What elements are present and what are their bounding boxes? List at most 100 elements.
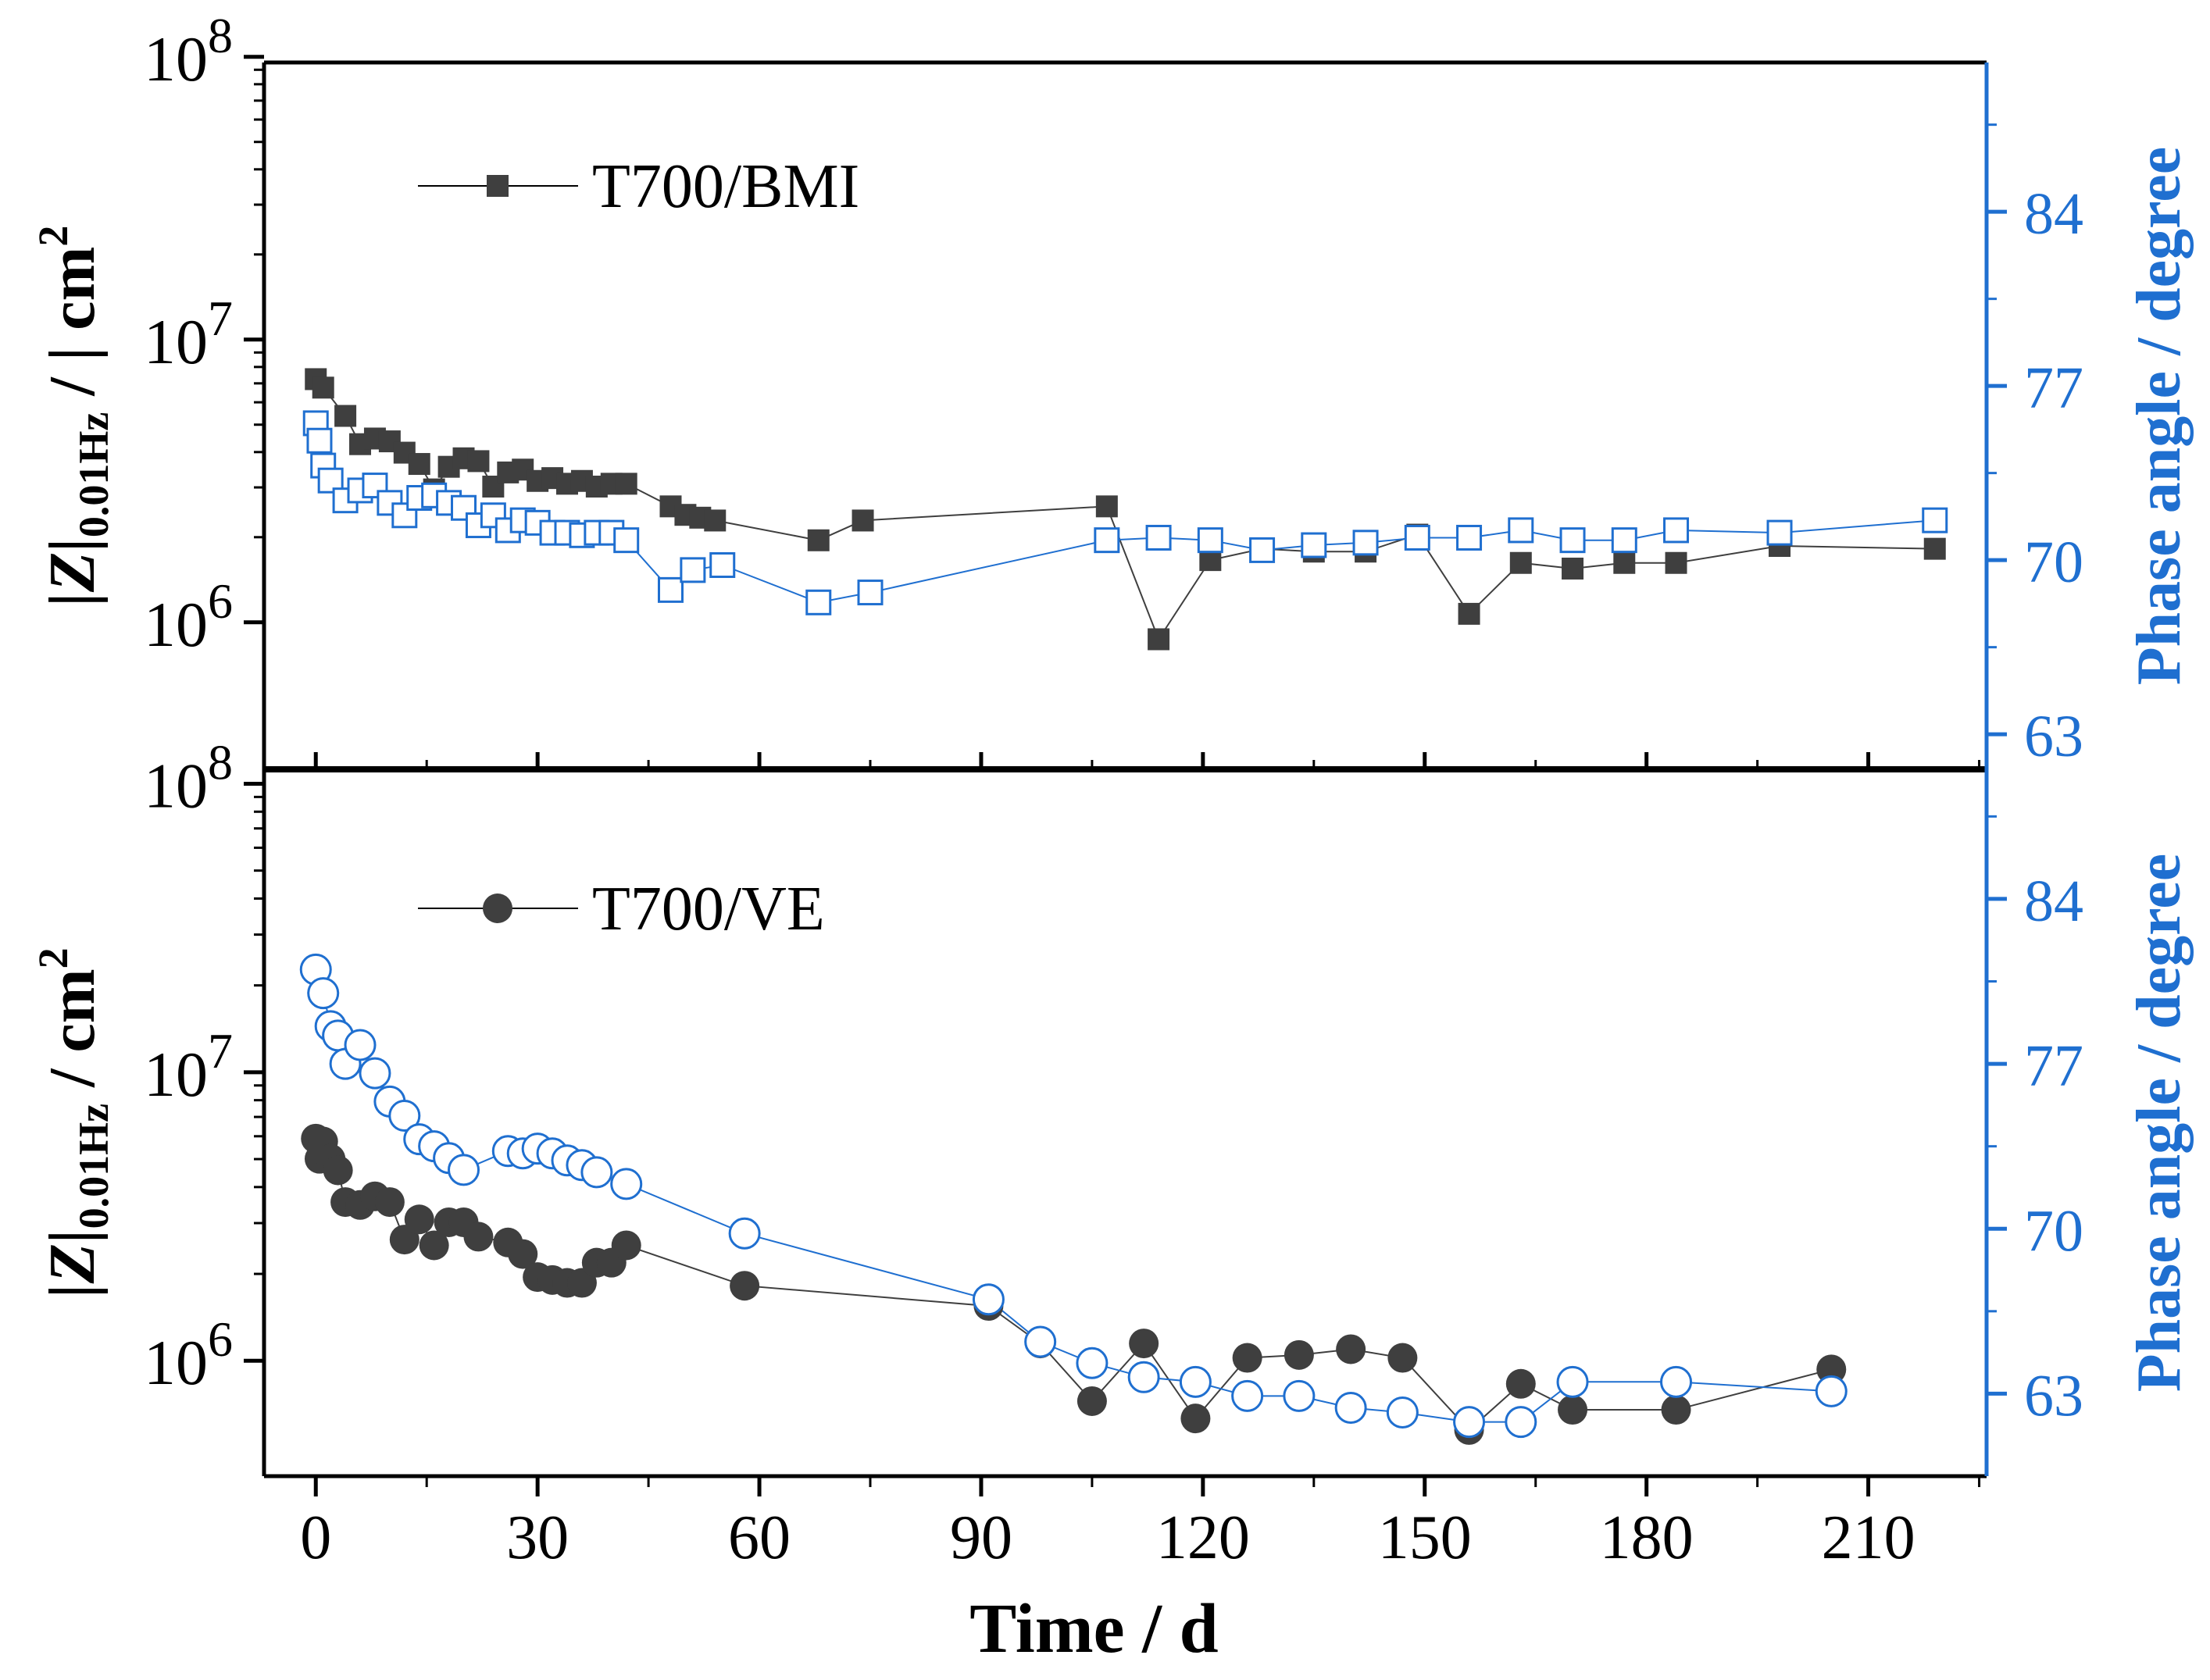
phase-point <box>1556 1365 1589 1398</box>
phase-point <box>1386 1396 1419 1429</box>
right-tick-label: 70 <box>2024 1198 2083 1264</box>
x-tick-label: 0 <box>300 1503 331 1572</box>
phase-point <box>657 576 684 603</box>
right-tick-label: 70 <box>2024 530 2083 595</box>
left-tick-label: 108 <box>144 8 233 95</box>
modulus-point <box>807 529 830 551</box>
modulus-point <box>374 1187 405 1218</box>
phase-point <box>728 1217 761 1250</box>
phase-line <box>315 423 1935 604</box>
phase-point <box>610 1168 643 1200</box>
phase-point <box>451 494 477 521</box>
axis-title-main: |Z| <box>36 537 109 606</box>
modulus-point <box>334 405 357 427</box>
phase-point <box>1179 1365 1212 1398</box>
phase-point <box>709 552 736 579</box>
left-tick-base: 10 <box>144 750 208 821</box>
modulus-point <box>467 450 490 473</box>
phase-point <box>580 1156 613 1189</box>
modulus-point <box>1661 1395 1691 1425</box>
phase-point <box>1352 530 1379 556</box>
modulus-point <box>404 1204 434 1235</box>
phase-point <box>1559 527 1586 554</box>
phase-point <box>1766 519 1793 546</box>
right-axis-title: Phase angle / degree <box>2125 147 2194 686</box>
right-tick-label: 63 <box>2024 704 2083 769</box>
phase-point <box>1231 1379 1264 1412</box>
left-tick-exponent: 8 <box>208 8 233 63</box>
left-tick-exponent: 7 <box>208 291 233 346</box>
phase-point <box>1404 524 1430 551</box>
phase-point <box>972 1283 1005 1316</box>
phase-point <box>1024 1325 1057 1358</box>
phase-point <box>1663 517 1690 544</box>
right-tick-label: 77 <box>2024 355 2083 421</box>
phase-point <box>1334 1392 1367 1425</box>
modulus-point <box>852 509 874 532</box>
x-tick-label: 210 <box>1822 1503 1915 1572</box>
left-tick-base: 10 <box>144 589 208 660</box>
x-axis: 0 30 60 90 120 150 180 210 Time / d <box>300 1476 1981 1668</box>
modulus-point <box>323 1155 353 1186</box>
modulus-point <box>1232 1343 1262 1373</box>
modulus-point <box>312 376 334 399</box>
modulus-point <box>1458 602 1480 625</box>
left-tick-base: 10 <box>144 306 208 377</box>
x-tick-label: 60 <box>728 1503 791 1572</box>
right-tick-label: 84 <box>2024 869 2083 934</box>
phase-point <box>388 1099 421 1132</box>
modulus-point <box>1505 1368 1536 1399</box>
phase-point <box>1301 532 1327 558</box>
modulus-point <box>1613 551 1636 574</box>
phase-point <box>1922 507 1948 533</box>
x-axis-title: Time / d <box>969 1590 1218 1668</box>
phase-point <box>1145 524 1172 551</box>
axis-title-sub: 0.01Hz <box>70 412 117 537</box>
left-tick-label: 108 <box>144 734 233 821</box>
modulus-point <box>611 1230 641 1261</box>
phase-point <box>344 1029 377 1061</box>
phase-point <box>805 589 832 615</box>
phase-point <box>1076 1346 1109 1379</box>
legend-label: T700/VE <box>592 875 825 943</box>
modulus-line <box>315 378 1935 641</box>
left-tick-label: 106 <box>144 573 233 660</box>
modulus-point <box>1095 495 1118 518</box>
axis-title-sup: 2 <box>30 947 77 968</box>
phase-point <box>1283 1379 1316 1412</box>
left-tick-label: 107 <box>144 291 233 377</box>
modulus-point <box>1076 1386 1107 1416</box>
phase-point <box>1453 1406 1486 1439</box>
legend-marker <box>487 175 509 197</box>
left-tick-base: 10 <box>144 1327 208 1398</box>
modulus-point <box>1129 1329 1159 1359</box>
modulus-point <box>508 1239 538 1269</box>
right-axis-title: Phase angle / degree <box>2125 854 2194 1393</box>
phase-point <box>1508 517 1534 544</box>
x-tick-label: 180 <box>1600 1503 1694 1572</box>
phase-point <box>306 427 333 454</box>
modulus-point <box>1284 1339 1314 1370</box>
phase-point <box>448 1154 480 1186</box>
phase-point <box>1456 524 1483 551</box>
phase-point <box>1127 1361 1160 1393</box>
phase-point <box>1249 537 1276 563</box>
axis-title-sub: 0.01Hz <box>70 1104 117 1229</box>
phase-line <box>315 969 1832 1423</box>
modulus-point <box>1509 551 1532 574</box>
modulus-point <box>419 1230 449 1261</box>
phase-point <box>1611 527 1637 554</box>
left-tick-exponent: 6 <box>208 1311 233 1367</box>
modulus-point <box>615 473 637 495</box>
modulus-point <box>1562 557 1584 580</box>
modulus-point <box>1816 1354 1847 1385</box>
legend-label: T700/BMI <box>592 152 859 221</box>
left-tick-base: 10 <box>144 1039 208 1110</box>
left-tick-exponent: 7 <box>208 1023 233 1079</box>
modulus-point <box>1336 1334 1366 1364</box>
right-tick-label: 84 <box>2024 181 2083 247</box>
modulus-point <box>1180 1404 1211 1434</box>
